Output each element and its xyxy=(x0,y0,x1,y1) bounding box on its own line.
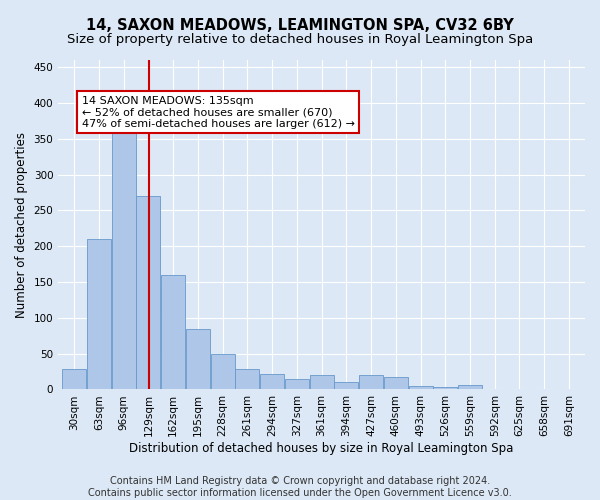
Bar xyxy=(211,354,235,390)
Text: Contains HM Land Registry data © Crown copyright and database right 2024.
Contai: Contains HM Land Registry data © Crown c… xyxy=(88,476,512,498)
Bar xyxy=(384,378,408,390)
Bar xyxy=(433,388,457,390)
Y-axis label: Number of detached properties: Number of detached properties xyxy=(15,132,28,318)
X-axis label: Distribution of detached houses by size in Royal Leamington Spa: Distribution of detached houses by size … xyxy=(130,442,514,455)
Bar xyxy=(483,388,507,390)
Text: 14 SAXON MEADOWS: 135sqm
← 52% of detached houses are smaller (670)
47% of semi-: 14 SAXON MEADOWS: 135sqm ← 52% of detach… xyxy=(82,96,355,129)
Bar xyxy=(112,110,136,390)
Bar xyxy=(235,370,259,390)
Text: Size of property relative to detached houses in Royal Leamington Spa: Size of property relative to detached ho… xyxy=(67,32,533,46)
Bar xyxy=(310,375,334,390)
Bar xyxy=(285,380,309,390)
Bar xyxy=(186,328,210,390)
Bar xyxy=(458,385,482,390)
Bar xyxy=(359,375,383,390)
Bar xyxy=(508,388,532,390)
Bar xyxy=(557,388,581,390)
Bar xyxy=(136,196,160,390)
Bar xyxy=(161,275,185,390)
Bar xyxy=(532,388,556,390)
Bar xyxy=(87,239,111,390)
Bar xyxy=(62,370,86,390)
Bar xyxy=(409,386,433,390)
Bar xyxy=(260,374,284,390)
Text: 14, SAXON MEADOWS, LEAMINGTON SPA, CV32 6BY: 14, SAXON MEADOWS, LEAMINGTON SPA, CV32 … xyxy=(86,18,514,32)
Bar xyxy=(334,382,358,390)
